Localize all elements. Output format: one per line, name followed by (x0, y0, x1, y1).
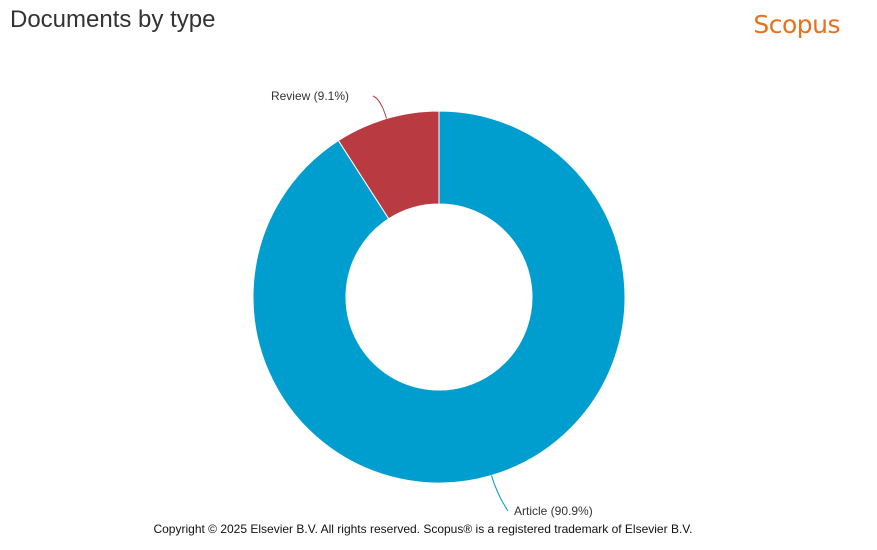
scopus-logo: Scopus (753, 10, 840, 39)
leader-line-article (490, 475, 509, 512)
slice-article[interactable] (252, 110, 626, 484)
donut-slices (252, 110, 626, 484)
slice-label-review: Review (9.1%) (271, 89, 349, 103)
slice-labels: Review (9.1%) Article (90.9%) (271, 89, 593, 518)
leader-line-review (372, 95, 388, 119)
slice-label-article: Article (90.9%) (514, 504, 593, 518)
chart-title: Documents by type (10, 6, 216, 33)
copyright-notice: Copyright © 2025 Elsevier B.V. All right… (153, 522, 693, 536)
leader-lines (372, 95, 509, 512)
